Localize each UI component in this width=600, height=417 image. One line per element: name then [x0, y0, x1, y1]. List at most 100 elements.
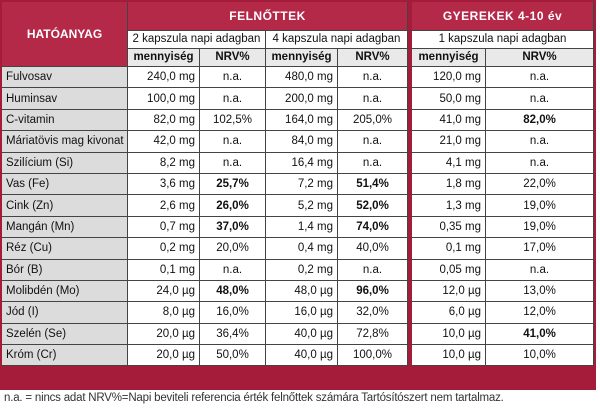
- nrv-2-capsules: 20,0%: [200, 238, 266, 260]
- nrv-2-capsules: n.a.: [200, 131, 266, 153]
- nrv-4-capsules: 72,8%: [338, 323, 408, 346]
- table-row: Szilícium (Si) 8,2 mg n.a. 16,4 mg n.a. 4,1 m…: [2, 152, 595, 174]
- amount-4-capsules: 5,2 mg: [266, 195, 338, 217]
- nrv-1-capsule: 12,0%: [486, 302, 595, 324]
- amount-4-capsules: 480,0 mg: [266, 67, 338, 89]
- hatoanyag-header: HATÓANYAG: [2, 2, 128, 67]
- nrv-2-capsules: 50,0%: [200, 345, 266, 367]
- amount-1-capsule: 10,0 µg: [408, 345, 486, 367]
- amount-2-capsules: 100,0 mg: [128, 88, 200, 110]
- amount-4-capsules: 1,4 mg: [266, 216, 338, 239]
- nrv-1-capsule: 19,0%: [486, 195, 595, 217]
- ingredient-name: C-vitamin: [2, 109, 128, 132]
- header-row-doses: 2 kapszula napi adagban 4 kapszula napi …: [2, 31, 595, 49]
- nrv-4-capsules: 52,0%: [338, 195, 408, 217]
- nrv-2-capsules: 16,0%: [200, 302, 266, 324]
- nrv-2-capsules: 102,5%: [200, 109, 266, 132]
- nrv-header: NRV%: [338, 49, 408, 67]
- table-row: Réz (Cu) 0,2 mg 20,0% 0,4 mg 40,0% 0,1 mg 17,0…: [2, 238, 595, 260]
- ingredient-name: Mangán (Mn): [2, 216, 128, 239]
- amount-1-capsule: 120,0 mg: [408, 67, 486, 89]
- nrv-4-capsules: n.a.: [338, 131, 408, 153]
- nrv-4-capsules: 96,0%: [338, 280, 408, 303]
- dose-4-capsules: 4 kapszula napi adagban: [266, 31, 408, 49]
- dose-2-capsules: 2 kapszula napi adagban: [128, 31, 266, 49]
- nrv-4-capsules: n.a.: [338, 67, 408, 89]
- amount-4-capsules: 40,0 µg: [266, 323, 338, 346]
- amount-2-capsules: 0,7 mg: [128, 216, 200, 239]
- ingredient-name: Bór (B): [2, 259, 128, 281]
- ingredient-name: Fulvosav: [2, 67, 128, 89]
- amount-4-capsules: 200,0 mg: [266, 88, 338, 110]
- felnottek-header: FELNŐTTEK: [128, 2, 408, 31]
- nrv-1-capsule: n.a.: [486, 259, 595, 281]
- ingredient-name: Króm (Cr): [2, 345, 128, 367]
- nrv-2-capsules: 37,0%: [200, 216, 266, 239]
- amount-1-capsule: 10,0 µg: [408, 323, 486, 346]
- nrv-4-capsules: 32,0%: [338, 302, 408, 324]
- amount-1-capsule: 6,0 µg: [408, 302, 486, 324]
- dose-1-capsule: 1 kapszula napi adagban: [408, 31, 595, 49]
- nrv-4-capsules: 51,4%: [338, 173, 408, 196]
- nrv-header: NRV%: [200, 49, 266, 67]
- nrv-1-capsule: n.a.: [486, 67, 595, 89]
- amount-1-capsule: 1,3 mg: [408, 195, 486, 217]
- nrv-1-capsule: 82,0%: [486, 109, 595, 132]
- footer-note: n.a. = nincs adat NRV%=Napi beviteli ref…: [4, 392, 504, 404]
- amount-2-capsules: 2,6 mg: [128, 195, 200, 217]
- nrv-1-capsule: 22,0%: [486, 173, 595, 196]
- amount-2-capsules: 20,0 µg: [128, 323, 200, 346]
- amount-1-capsule: 0,35 mg: [408, 216, 486, 239]
- ingredient-name: Molibdén (Mo): [2, 280, 128, 303]
- table-row: Molibdén (Mo) 24,0 µg 48,0% 48,0 µg 96,0% 12,…: [2, 280, 595, 303]
- nrv-2-capsules: 25,7%: [200, 173, 266, 196]
- amount-1-capsule: 21,0 mg: [408, 131, 486, 153]
- table-row: Jód (I) 8,0 µg 16,0% 16,0 µg 32,0% 6,0 µg 12,0…: [2, 302, 595, 324]
- ingredient-name: Szelén (Se): [2, 323, 128, 346]
- amount-4-capsules: 48,0 µg: [266, 280, 338, 303]
- mennyiseg-header: mennyiség: [408, 49, 486, 67]
- amount-1-capsule: 12,0 µg: [408, 280, 486, 303]
- ingredient-name: Jód (I): [2, 302, 128, 324]
- header-row-columns: mennyiség NRV% mennyiség NRV% mennyiség …: [2, 49, 595, 67]
- nrv-4-capsules: 100,0%: [338, 345, 408, 367]
- table-row: Szelén (Se) 20,0 µg 36,4% 40,0 µg 72,8% 10,0 …: [2, 323, 595, 346]
- amount-4-capsules: 16,4 mg: [266, 152, 338, 174]
- nrv-1-capsule: 13,0%: [486, 280, 595, 303]
- table-row: Bór (B) 0,1 mg n.a. 0,2 mg n.a. 0,05 mg n.a.: [2, 259, 595, 281]
- nrv-1-capsule: n.a.: [486, 131, 595, 153]
- amount-1-capsule: 41,0 mg: [408, 109, 486, 132]
- amount-2-capsules: 82,0 mg: [128, 109, 200, 132]
- amount-4-capsules: 164,0 mg: [266, 109, 338, 132]
- nrv-2-capsules: n.a.: [200, 67, 266, 89]
- mennyiseg-header: mennyiség: [266, 49, 338, 67]
- amount-4-capsules: 40,0 µg: [266, 345, 338, 367]
- amount-4-capsules: 16,0 µg: [266, 302, 338, 324]
- table-row: Vas (Fe) 3,6 mg 25,7% 7,2 mg 51,4% 1,8 mg 22,0…: [2, 173, 595, 196]
- table-row: Fulvosav 240,0 mg n.a. 480,0 mg n.a. 120,0 mg…: [2, 67, 595, 89]
- amount-2-capsules: 3,6 mg: [128, 173, 200, 196]
- nrv-2-capsules: n.a.: [200, 88, 266, 110]
- table-row: C-vitamin 82,0 mg 102,5% 164,0 mg 205,0% 41,0…: [2, 109, 595, 132]
- amount-1-capsule: 0,1 mg: [408, 238, 486, 260]
- amount-2-capsules: 8,2 mg: [128, 152, 200, 174]
- amount-2-capsules: 240,0 mg: [128, 67, 200, 89]
- ingredient-name: Máriatövis mag kivonat: [2, 131, 128, 153]
- amount-2-capsules: 42,0 mg: [128, 131, 200, 153]
- nutrition-table-frame: HATÓANYAG FELNŐTTEK GYEREKEK 4-10 év 2 k…: [0, 0, 596, 390]
- amount-4-capsules: 7,2 mg: [266, 173, 338, 196]
- amount-2-capsules: 24,0 µg: [128, 280, 200, 303]
- ingredient-name: Cink (Zn): [2, 195, 128, 217]
- ingredient-name: Szilícium (Si): [2, 152, 128, 174]
- amount-4-capsules: 0,2 mg: [266, 259, 338, 281]
- mennyiseg-header: mennyiség: [128, 49, 200, 67]
- nrv-2-capsules: n.a.: [200, 152, 266, 174]
- ingredient-name: Huminsav: [2, 88, 128, 110]
- amount-1-capsule: 50,0 mg: [408, 88, 486, 110]
- nrv-2-capsules: 26,0%: [200, 195, 266, 217]
- table-row: Cink (Zn) 2,6 mg 26,0% 5,2 mg 52,0% 1,3 mg 19,…: [2, 195, 595, 217]
- amount-2-capsules: 0,1 mg: [128, 259, 200, 281]
- amount-2-capsules: 0,2 mg: [128, 238, 200, 260]
- amount-4-capsules: 0,4 mg: [266, 238, 338, 260]
- nrv-1-capsule: 10,0%: [486, 345, 595, 367]
